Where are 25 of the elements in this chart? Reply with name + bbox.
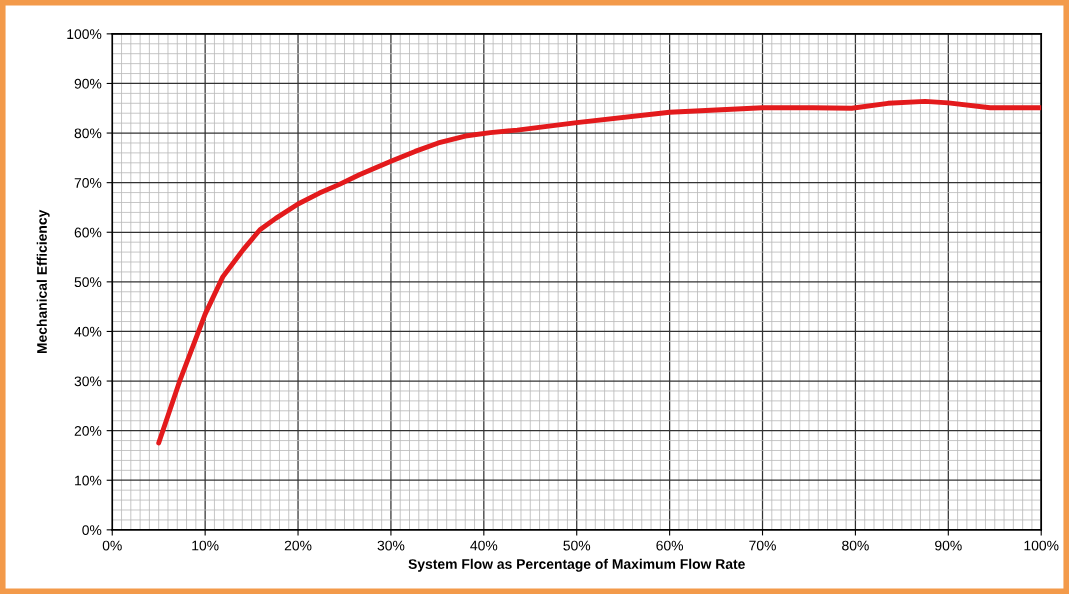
y-tick-label: 80%: [74, 128, 102, 139]
y-tick-label: 0%: [82, 525, 102, 536]
y-tick-label: 50%: [74, 277, 102, 288]
y-tick-label: 90%: [74, 78, 102, 89]
line-series: [156, 98, 1042, 446]
x-tick-label: 90%: [935, 540, 962, 551]
x-axis-title: System Flow as Percentage of Maximum Flow Rate: [408, 558, 745, 572]
x-tick-label: 10%: [192, 540, 219, 551]
y-tick-label: 20%: [74, 425, 102, 436]
x-tick-label: 70%: [749, 540, 776, 551]
y-tick-label: 10%: [75, 475, 102, 486]
y-tick-label: 30%: [74, 376, 102, 387]
x-tick-label: 100%: [1024, 540, 1059, 551]
x-tick-label: 20%: [284, 540, 312, 551]
y-tick-label: 40%: [74, 326, 102, 337]
x-tick-label: 0%: [102, 540, 122, 551]
x-tick-label: 80%: [842, 540, 869, 551]
y-axis-title: Mechanical Efficiency: [36, 209, 50, 354]
x-tick-label: 60%: [656, 540, 684, 551]
y-tick-label: 60%: [74, 227, 102, 238]
x-tick-label: 40%: [470, 540, 498, 551]
x-tick-label: 30%: [377, 540, 405, 551]
x-tick-label: 50%: [563, 540, 591, 551]
y-tick-label: 70%: [74, 177, 102, 188]
y-tick-label: 100%: [67, 29, 102, 40]
